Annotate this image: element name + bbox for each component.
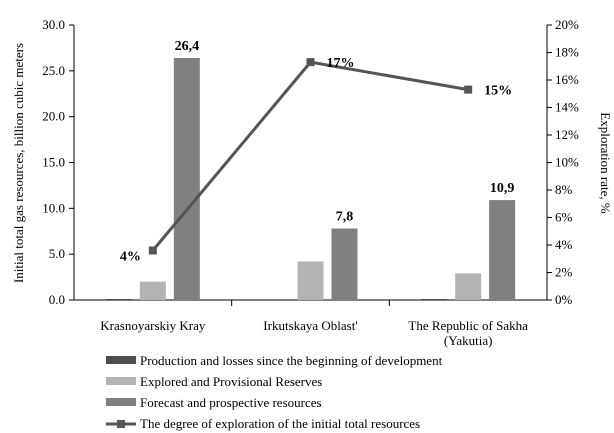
y2-tick-label: 6% bbox=[555, 210, 573, 225]
legend-label: Forecast and prospective resources bbox=[140, 395, 322, 410]
y2-tick-label: 12% bbox=[555, 127, 579, 142]
y-tick-label: 15.0 bbox=[42, 155, 65, 170]
bar-data-label: 26,4 bbox=[175, 39, 200, 54]
left-axis: 0.0 5.0 10.0 15.0 20.0 25.0 30.0 bbox=[42, 17, 547, 307]
bar bbox=[489, 200, 516, 300]
bar bbox=[173, 58, 200, 300]
legend-label: The degree of exploration of the initial… bbox=[140, 416, 420, 431]
y-tick-label: 0.0 bbox=[49, 292, 65, 307]
bar bbox=[331, 228, 358, 300]
y-tick-label: 30.0 bbox=[42, 17, 65, 32]
legend-swatch bbox=[106, 398, 136, 406]
bar bbox=[139, 281, 166, 300]
y2-tick-label: 0% bbox=[555, 292, 573, 307]
right-axis: 0% 2% 4% 6% 8% 10% 12% 14% 16% 18% 20% bbox=[546, 17, 579, 307]
y2-tick-label: 16% bbox=[555, 72, 579, 87]
legend-item: Forecast and prospective resources bbox=[106, 395, 322, 410]
legend-item: Production and losses since the beginnin… bbox=[106, 353, 443, 368]
y-tick-label: 20.0 bbox=[42, 109, 65, 124]
y2-tick-label: 4% bbox=[555, 237, 573, 252]
legend-item: The degree of exploration of the initial… bbox=[106, 416, 420, 431]
line-marker bbox=[306, 58, 315, 67]
y-tick-label: 10.0 bbox=[42, 200, 65, 215]
line-series: 4% 17% 15% bbox=[120, 56, 512, 264]
bar-series: 26,4 7,8 10,9 bbox=[105, 39, 516, 300]
legend-label: Explored and Provisional Reserves bbox=[140, 374, 322, 389]
y2-tick-label: 8% bbox=[555, 182, 573, 197]
category-label: Krasnoyarskiy Kray bbox=[100, 318, 206, 333]
line-data-label: 4% bbox=[120, 250, 141, 265]
exploration-line bbox=[151, 60, 469, 252]
category-labels: Krasnoyarskiy Kray Irkutskaya Oblast' The … bbox=[100, 318, 528, 348]
bar bbox=[455, 273, 482, 300]
bar bbox=[105, 299, 132, 300]
y2-tick-label: 10% bbox=[555, 155, 579, 170]
bar-data-label: 10,9 bbox=[490, 181, 515, 196]
legend: Production and losses since the beginnin… bbox=[106, 353, 443, 431]
legend-item: Explored and Provisional Reserves bbox=[106, 374, 322, 389]
y2-tick-label: 14% bbox=[555, 100, 579, 115]
line-data-label: 15% bbox=[484, 84, 512, 99]
bar bbox=[421, 299, 448, 300]
category-label: The Republic of Sakha (Yakutia) bbox=[408, 318, 528, 348]
y2-axis-title: Exploration rate, % bbox=[598, 112, 613, 214]
y2-tick-label: 18% bbox=[555, 45, 579, 60]
legend-marker bbox=[117, 420, 125, 428]
bar bbox=[297, 261, 324, 300]
line-data-label: 17% bbox=[327, 56, 355, 71]
legend-swatch bbox=[106, 356, 136, 364]
y2-tick-label: 2% bbox=[555, 265, 573, 280]
y-axis-title: Initial total gas resources, billion cub… bbox=[11, 43, 26, 283]
y-tick-label: 5.0 bbox=[49, 246, 65, 261]
y2-tick-label: 20% bbox=[555, 17, 579, 32]
line-marker bbox=[148, 246, 157, 255]
legend-swatch bbox=[106, 377, 136, 385]
line-marker bbox=[464, 85, 473, 94]
category-label: Irkutskaya Oblast' bbox=[263, 318, 357, 333]
y-tick-label: 25.0 bbox=[42, 63, 65, 78]
bar-data-label: 7,8 bbox=[336, 210, 354, 225]
legend-label: Production and losses since the beginnin… bbox=[140, 353, 443, 368]
